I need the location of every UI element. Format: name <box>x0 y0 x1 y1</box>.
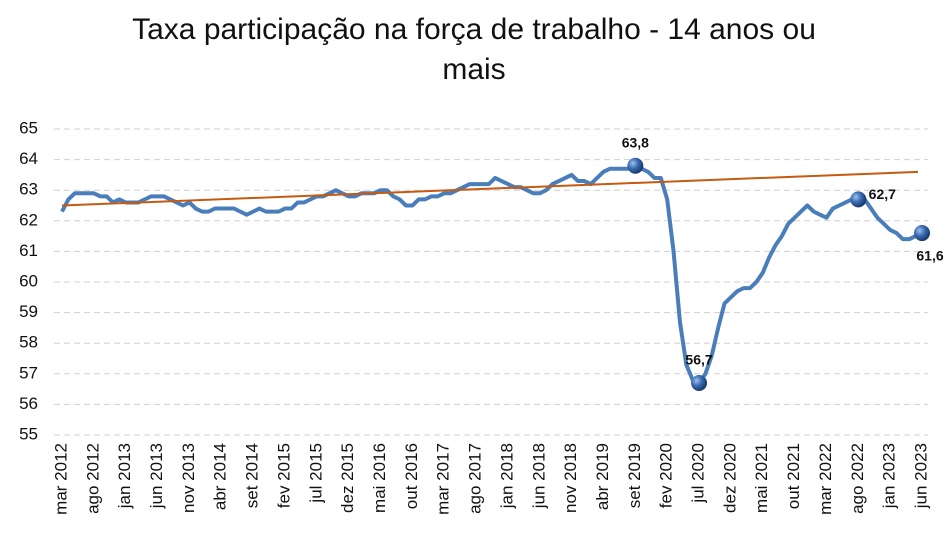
point-marker <box>914 225 930 242</box>
x-tick-label: mai 2021 <box>752 443 771 513</box>
trend-line <box>61 170 919 207</box>
point-marker <box>627 157 644 174</box>
x-tick-label: dez 2015 <box>338 443 357 513</box>
x-tick-label: out 2016 <box>402 443 421 509</box>
x-tick-label: nov 2013 <box>179 443 198 513</box>
data-label: 63,8 <box>622 134 649 150</box>
x-tick-label: fev 2015 <box>274 443 293 508</box>
x-tick-label: mar 2017 <box>434 443 453 515</box>
x-tick-label: jan 2023 <box>880 443 899 509</box>
data-label: 56,7 <box>685 352 712 368</box>
y-tick-label: 61 <box>19 241 38 260</box>
x-tick-label: ago 2012 <box>83 443 102 514</box>
x-tick-label: jul 2015 <box>306 443 325 504</box>
point-marker <box>691 374 708 391</box>
x-tick-label: set 2019 <box>625 443 644 508</box>
y-tick-label: 64 <box>19 149 38 168</box>
data-label: 61,6 <box>916 248 943 264</box>
y-tick-label: 56 <box>19 394 38 413</box>
y-tick-label: 62 <box>19 210 38 229</box>
x-tick-label: jan 2018 <box>497 443 516 509</box>
y-tick-label: 60 <box>19 271 38 290</box>
chart-title: Taxa participação na força de trabalho -… <box>132 13 816 86</box>
x-tick-label: fev 2020 <box>657 443 676 508</box>
x-tick-label: out 2021 <box>784 443 803 509</box>
y-tick-label: 65 <box>19 118 38 137</box>
point-marker <box>850 191 867 208</box>
x-tick-label: ago 2022 <box>848 443 867 514</box>
x-tick-label: abr 2019 <box>593 443 612 510</box>
x-tick-label: set 2014 <box>243 443 262 508</box>
x-tick-label: jan 2013 <box>115 443 134 509</box>
y-tick-label: 63 <box>19 180 38 199</box>
y-tick-label: 58 <box>19 333 38 352</box>
y-tick-label: 55 <box>19 424 38 443</box>
x-tick-label: jul 2020 <box>689 443 708 504</box>
x-tick-label: nov 2018 <box>561 443 580 513</box>
x-tick-label: jun 2013 <box>147 443 166 509</box>
data-label: 62,7 <box>869 186 896 202</box>
x-tick-label: abr 2014 <box>211 443 230 510</box>
y-tick-label: 57 <box>19 363 38 382</box>
x-tick-label: mar 2022 <box>816 443 835 515</box>
x-tick-label: mai 2016 <box>370 443 389 513</box>
x-tick-label: ago 2017 <box>466 443 485 514</box>
x-tick-label: mar 2012 <box>51 443 70 515</box>
data-line <box>60 163 923 385</box>
y-tick-label: 59 <box>19 302 38 321</box>
x-tick-label: jun 2018 <box>529 443 548 509</box>
x-tick-label: jun 2023 <box>911 443 930 509</box>
x-tick-label: dez 2020 <box>720 443 739 513</box>
